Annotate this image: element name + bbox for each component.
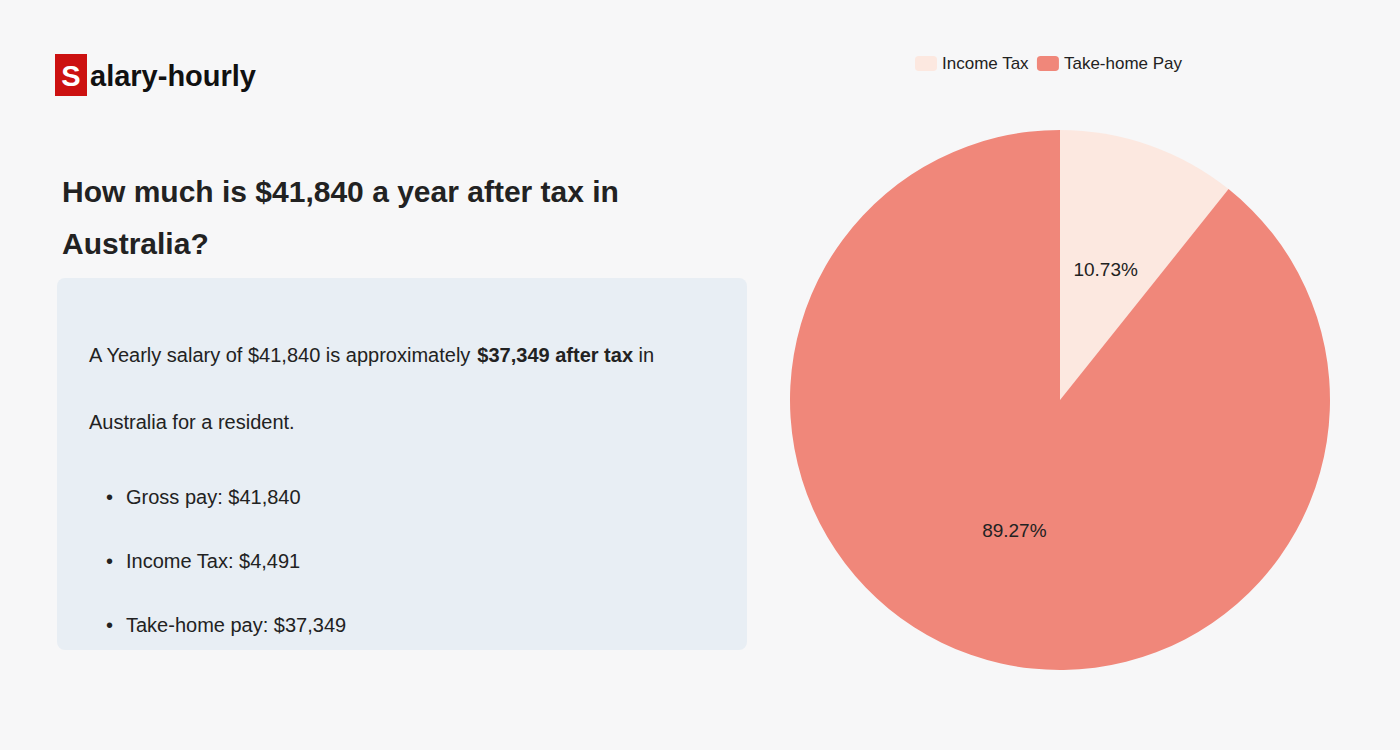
svg-text:10.73%: 10.73%: [1073, 259, 1138, 280]
svg-text:•: •: [106, 550, 113, 572]
svg-text:•: •: [106, 486, 113, 508]
svg-text:•: •: [106, 614, 113, 636]
svg-text:Take-home pay: $37,349: Take-home pay: $37,349: [126, 614, 346, 636]
svg-text:Income Tax: $4,491: Income Tax: $4,491: [126, 550, 300, 572]
svg-text:Income Tax: Income Tax: [942, 54, 1029, 73]
svg-text:S: S: [61, 60, 80, 92]
svg-text:Gross pay: $41,840: Gross pay: $41,840: [126, 486, 301, 508]
svg-text:in: in: [633, 344, 654, 366]
svg-text:alary-hourly: alary-hourly: [90, 60, 256, 92]
svg-text:A Yearly salary of $41,840 is: A Yearly salary of $41,840 is approximat…: [89, 344, 476, 366]
svg-text:Australia?: Australia?: [62, 227, 209, 260]
svg-text:How much is $41,840 a year aft: How much is $41,840 a year after tax in: [62, 175, 619, 208]
svg-text:Take-home Pay: Take-home Pay: [1064, 54, 1183, 73]
svg-text:Australia for a resident.: Australia for a resident.: [89, 411, 295, 433]
svg-text:89.27%: 89.27%: [982, 520, 1047, 541]
svg-text:$37,349 after tax: $37,349 after tax: [477, 344, 633, 366]
